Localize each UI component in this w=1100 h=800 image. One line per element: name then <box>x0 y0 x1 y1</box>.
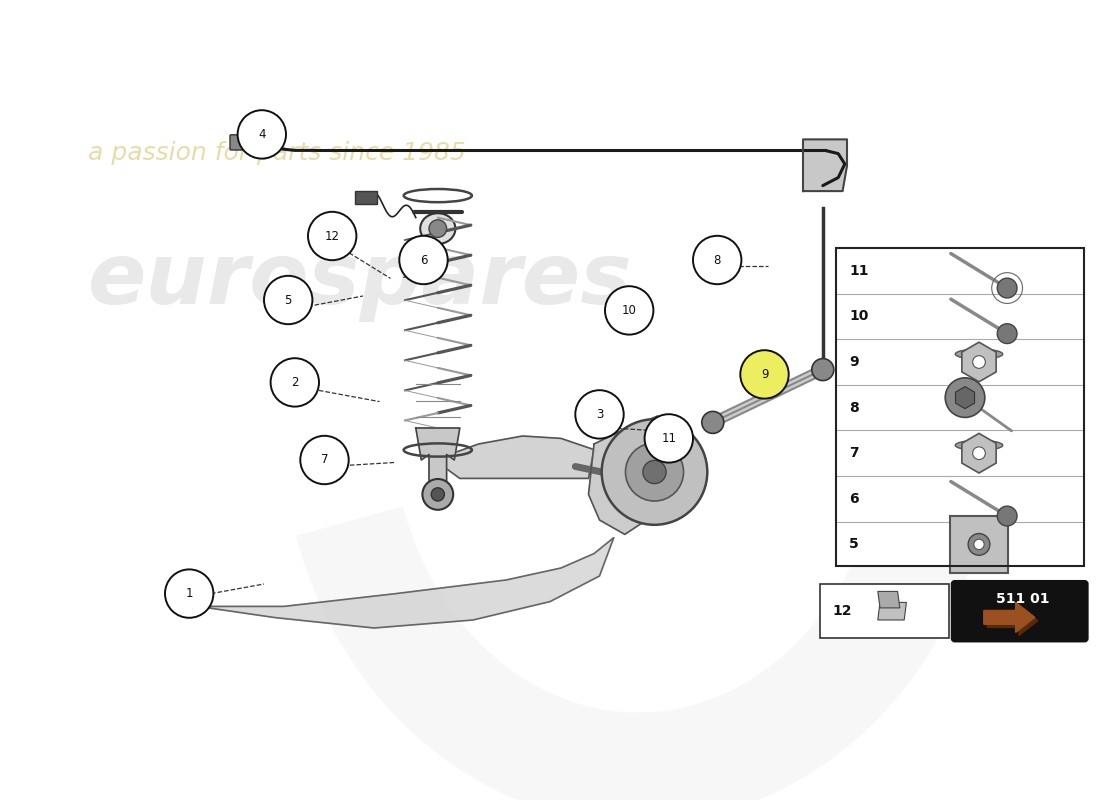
Circle shape <box>972 356 986 368</box>
Ellipse shape <box>955 440 1003 450</box>
Circle shape <box>740 350 789 398</box>
Circle shape <box>998 278 1018 298</box>
Circle shape <box>575 390 624 438</box>
Polygon shape <box>878 591 900 608</box>
Circle shape <box>602 419 707 525</box>
Circle shape <box>968 534 990 555</box>
Text: 511 01: 511 01 <box>996 592 1049 606</box>
Text: 3: 3 <box>596 408 603 421</box>
Polygon shape <box>878 602 906 620</box>
Text: 12: 12 <box>324 230 340 242</box>
Text: 5: 5 <box>849 538 859 551</box>
Polygon shape <box>416 428 460 486</box>
FancyBboxPatch shape <box>836 248 1084 566</box>
Circle shape <box>645 414 693 462</box>
Text: 7: 7 <box>849 446 859 460</box>
Text: 11: 11 <box>661 432 676 445</box>
Ellipse shape <box>420 214 455 244</box>
FancyBboxPatch shape <box>820 584 949 638</box>
Polygon shape <box>984 602 1035 632</box>
Text: 10: 10 <box>849 310 869 323</box>
Circle shape <box>812 358 834 381</box>
Circle shape <box>300 436 349 484</box>
Text: 2: 2 <box>292 376 298 389</box>
Text: 10: 10 <box>621 304 637 317</box>
Polygon shape <box>192 538 614 628</box>
Circle shape <box>238 110 286 158</box>
FancyBboxPatch shape <box>950 516 1008 573</box>
Circle shape <box>308 212 356 260</box>
Circle shape <box>165 570 213 618</box>
Polygon shape <box>588 416 676 534</box>
Circle shape <box>702 411 724 434</box>
Text: 5: 5 <box>285 294 292 306</box>
Circle shape <box>693 236 741 284</box>
Text: eurospares: eurospares <box>88 239 632 322</box>
Polygon shape <box>988 606 1038 635</box>
Circle shape <box>422 479 453 510</box>
FancyBboxPatch shape <box>952 581 1088 642</box>
Text: 8: 8 <box>714 254 720 266</box>
Circle shape <box>271 358 319 406</box>
Circle shape <box>974 539 984 550</box>
Circle shape <box>429 220 447 238</box>
Text: 12: 12 <box>833 604 853 618</box>
Text: 1: 1 <box>186 587 192 600</box>
Text: 6: 6 <box>420 254 427 266</box>
Text: 4: 4 <box>258 128 265 141</box>
Circle shape <box>399 236 448 284</box>
Circle shape <box>431 488 444 501</box>
FancyBboxPatch shape <box>230 134 250 150</box>
Circle shape <box>605 286 653 334</box>
Circle shape <box>998 324 1018 343</box>
Polygon shape <box>803 139 847 191</box>
Polygon shape <box>434 436 594 478</box>
Text: 9: 9 <box>761 368 768 381</box>
Polygon shape <box>984 602 1035 632</box>
Text: 8: 8 <box>849 401 859 414</box>
Circle shape <box>642 460 667 484</box>
Text: 7: 7 <box>321 454 328 466</box>
Text: 11: 11 <box>849 264 869 278</box>
FancyBboxPatch shape <box>355 191 377 205</box>
Circle shape <box>264 276 312 324</box>
Text: a passion for parts since 1985: a passion for parts since 1985 <box>88 141 465 165</box>
Circle shape <box>972 447 986 459</box>
Circle shape <box>998 506 1018 526</box>
Text: 6: 6 <box>849 492 859 506</box>
Ellipse shape <box>955 349 1003 359</box>
Circle shape <box>945 378 984 418</box>
Text: 9: 9 <box>849 355 859 369</box>
Circle shape <box>626 443 683 501</box>
